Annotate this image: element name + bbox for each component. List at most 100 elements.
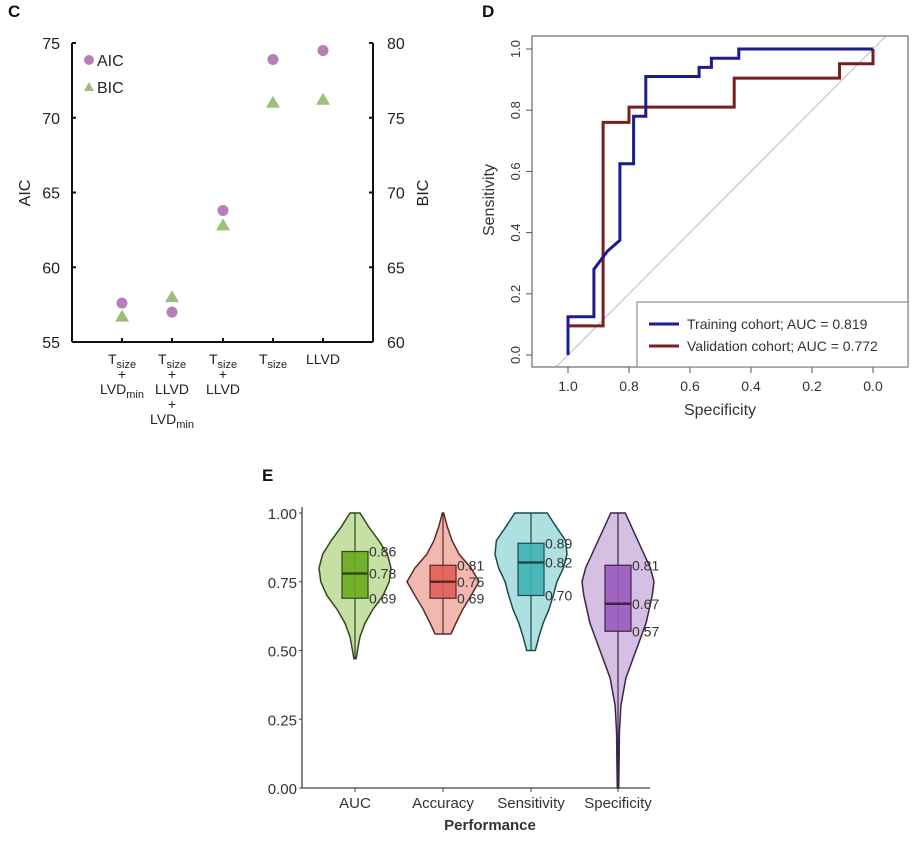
bic-point	[165, 290, 179, 303]
y-axis-title-left: AIC	[17, 180, 34, 207]
x-tick-label: 0.2	[802, 378, 822, 394]
legend-training-label: Training cohort; AUC = 0.819	[687, 316, 868, 332]
y-tick-label: 0.75	[268, 575, 297, 592]
roc-training-curve	[566, 47, 873, 355]
x-tick-label-main: T	[259, 351, 268, 367]
aic-point	[166, 306, 178, 318]
x-axis-title: Performance	[444, 817, 536, 834]
x-tick-label-main: +	[219, 366, 227, 382]
y-tick-label-right: 60	[387, 335, 405, 352]
x-tick-label: Sensitivity	[497, 795, 565, 812]
x-tick-label-main: T	[108, 351, 117, 367]
x-axis-title: Specificity	[684, 402, 756, 419]
box-value-label: 0.78	[369, 566, 396, 582]
box-value-label: 0.69	[457, 590, 484, 606]
x-tick-label-main: +	[168, 396, 176, 412]
x-tick-label: Tsize	[158, 351, 186, 371]
y-tick-label: 0.0	[508, 346, 523, 364]
y-tick-label: 0.4	[508, 224, 523, 242]
x-tick-label: LVDmin	[150, 411, 194, 431]
y-axis-title-right: BIC	[415, 180, 432, 207]
aic-point	[217, 204, 229, 216]
x-tick-label: LLVD	[206, 381, 240, 397]
x-tick-label-main: T	[158, 351, 167, 367]
y-tick-label-right: 70	[387, 186, 405, 203]
x-tick-label-main: +	[168, 366, 176, 382]
x-tick-label: Accuracy	[412, 795, 474, 812]
y-axis-title: Sensitivity	[481, 164, 498, 236]
x-tick-label: Tsize	[259, 351, 287, 371]
bic-point	[266, 95, 280, 108]
legend-aic-label: AIC	[97, 53, 124, 70]
x-tick-label: 0.4	[741, 378, 761, 394]
y-tick-label-right: 65	[387, 260, 405, 277]
bic-point	[316, 92, 330, 105]
x-tick-label: 0.0	[863, 378, 883, 394]
x-tick-label: +	[219, 366, 227, 382]
x-tick-label: +	[168, 366, 176, 382]
y-tick-label-left: 75	[42, 36, 60, 53]
y-tick-label: 1.00	[268, 506, 297, 523]
box-value-label: 0.57	[632, 623, 659, 639]
x-tick-label: AUC	[339, 795, 371, 812]
y-tick-label-right: 75	[387, 111, 405, 128]
box-value-label: 0.70	[545, 588, 572, 604]
x-tick-label-sub: size	[117, 359, 137, 371]
y-tick-label: 1.0	[508, 40, 523, 58]
x-tick-label: 0.8	[619, 378, 639, 394]
box-value-label: 0.69	[369, 590, 396, 606]
panel-label-d: D	[482, 2, 495, 21]
x-tick-label: 1.0	[558, 378, 578, 394]
x-tick-label: Tsize	[108, 351, 136, 371]
y-tick-label-left: 65	[42, 186, 60, 203]
x-tick-label: LLVD	[155, 381, 189, 397]
legend-bic-label: BIC	[97, 80, 124, 97]
x-tick-label-sub: size	[268, 359, 288, 371]
x-tick-label-sub: min	[176, 419, 194, 431]
box-value-label: 0.75	[457, 574, 484, 590]
aic-point	[116, 297, 128, 309]
aic-point	[267, 53, 279, 65]
x-tick-label: Tsize	[209, 351, 237, 371]
x-tick-label: LLVD	[306, 351, 340, 367]
x-tick-label-sub: min	[126, 389, 144, 401]
box-value-label: 0.86	[369, 544, 396, 560]
box-value-label: 0.81	[632, 557, 659, 573]
x-tick-label-sub: size	[218, 359, 238, 371]
iqr-box	[341, 550, 369, 599]
y-tick-label: 0.8	[508, 101, 523, 119]
y-tick-label-right: 80	[387, 36, 405, 53]
y-tick-label: 0.00	[268, 781, 297, 798]
x-tick-label-sub: size	[167, 359, 187, 371]
box-value-label: 0.67	[632, 596, 659, 612]
panel-label-c: C	[8, 2, 21, 21]
y-tick-label-left: 55	[42, 335, 60, 352]
y-tick-label-left: 70	[42, 111, 60, 128]
y-tick-label: 0.2	[508, 285, 523, 303]
bic-point	[216, 218, 230, 231]
legend-box	[636, 301, 909, 368]
x-tick-label-main: +	[118, 366, 126, 382]
x-tick-label-main: LLVD	[155, 381, 189, 397]
x-tick-label: Specificity	[584, 795, 652, 812]
y-tick-label: 0.50	[268, 644, 297, 661]
x-tick-label-main: LLVD	[206, 381, 240, 397]
x-tick-label-main: T	[209, 351, 218, 367]
x-tick-label-main: LVD	[100, 381, 126, 397]
legend-bic-marker	[84, 82, 94, 91]
box-value-label: 0.89	[545, 535, 572, 551]
legend-validation-label: Validation cohort; AUC = 0.772	[687, 338, 878, 354]
x-tick-label: +	[168, 396, 176, 412]
bic-point	[115, 309, 129, 322]
y-tick-label-left: 60	[42, 260, 60, 277]
x-tick-label-main: LLVD	[306, 351, 340, 367]
iqr-box	[517, 542, 545, 597]
y-tick-label: 0.6	[508, 162, 523, 180]
panel-label-e: E	[262, 466, 274, 485]
box-value-label: 0.82	[545, 555, 572, 571]
x-tick-label: LVDmin	[100, 381, 144, 401]
x-tick-label: 0.6	[680, 378, 700, 394]
